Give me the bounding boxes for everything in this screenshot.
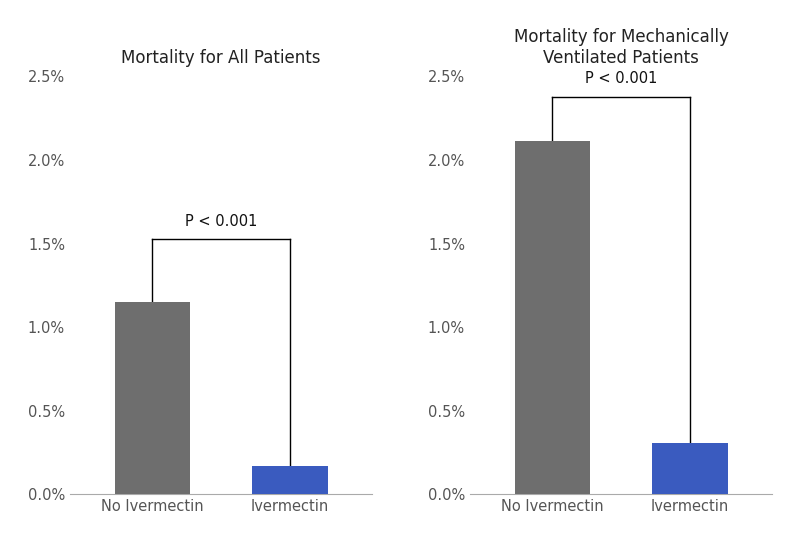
Bar — [652, 443, 727, 494]
Bar — [514, 141, 590, 494]
Title: Mortality for Mechanically
Ventilated Patients: Mortality for Mechanically Ventilated Pa… — [514, 28, 729, 67]
Bar — [252, 466, 327, 494]
Title: Mortality for All Patients: Mortality for All Patients — [122, 49, 321, 67]
Text: P < 0.001: P < 0.001 — [585, 72, 658, 87]
Bar — [114, 302, 190, 494]
Text: P < 0.001: P < 0.001 — [185, 214, 258, 229]
